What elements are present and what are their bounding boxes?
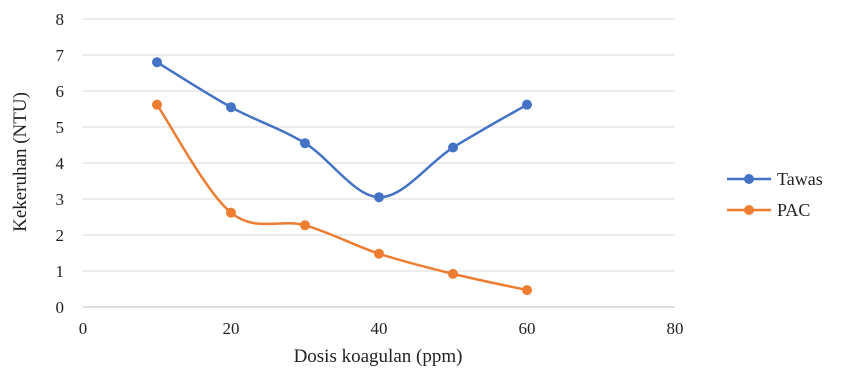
y-tick-label: 7 [56, 46, 65, 65]
y-tick-label: 8 [56, 10, 65, 29]
data-point-pac [448, 268, 458, 279]
series-line-tawas [156, 61, 528, 199]
y-tick-label: 3 [56, 190, 65, 209]
x-tick-labels: 0 20 40 60 80 [79, 319, 684, 338]
legend-label-tawas: Tawas [777, 169, 823, 189]
data-point-tawas [448, 142, 458, 153]
series-line-pac [155, 103, 528, 292]
x-tick-label: 40 [371, 319, 388, 338]
legend-label-pac: PAC [777, 200, 810, 220]
data-point-pac [522, 285, 532, 296]
y-tick-labels: 0 1 2 3 4 5 6 7 8 [56, 10, 65, 317]
data-point-pac [152, 99, 162, 110]
data-point-pac [300, 220, 310, 231]
data-point-tawas [374, 192, 384, 203]
legend-marker-tawas [744, 174, 754, 184]
x-tick-label: 80 [667, 319, 684, 338]
legend-marker-pac [744, 205, 754, 215]
y-axis-label: Kekeruhan (NTU) [10, 92, 31, 232]
data-point-tawas [522, 99, 532, 110]
data-point-pac [226, 207, 236, 218]
x-tick-label: 60 [519, 319, 536, 338]
gridlines [83, 18, 675, 272]
y-tick-label: 2 [56, 226, 65, 245]
data-point-tawas [226, 102, 236, 113]
y-tick-label: 0 [56, 298, 65, 317]
data-point-pac [374, 248, 384, 259]
x-tick-label: 20 [223, 319, 240, 338]
x-tick-label: 0 [79, 319, 88, 338]
data-point-tawas [152, 57, 162, 68]
data-point-tawas [300, 138, 310, 149]
y-tick-label: 4 [56, 154, 65, 173]
y-tick-label: 1 [56, 262, 65, 281]
series-group [152, 57, 532, 296]
legend: Tawas PAC [727, 169, 823, 220]
x-axis-label: Dosis koagulan (ppm) [294, 346, 463, 367]
y-tick-label: 6 [56, 82, 65, 101]
y-tick-label: 5 [56, 118, 65, 137]
